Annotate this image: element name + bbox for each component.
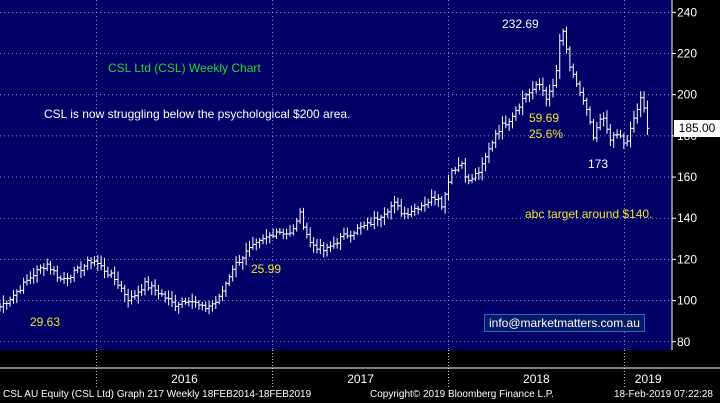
low-2019-label: 173 — [588, 157, 609, 171]
grid-lines — [0, 0, 672, 350]
low-2017-label: 25.99 — [251, 262, 282, 276]
y-tick-label: 220 — [677, 47, 697, 61]
footer-bar: CSL AU Equity (CSL Ltd) Graph 217 Weekly… — [0, 387, 720, 403]
weekly-bar — [645, 100, 650, 135]
candle-series — [0, 26, 650, 315]
target-label: abc target around $140. — [525, 207, 653, 221]
x-axis: 2016 2017 2018 2019 — [0, 350, 720, 387]
x-tick-label: 2017 — [347, 372, 374, 386]
y-tick-label: 80 — [677, 335, 691, 349]
y-tick-label: 100 — [677, 294, 697, 308]
y-tick-label: 140 — [677, 211, 697, 225]
last-price-badge: 185.00 — [674, 120, 720, 137]
chart-title: CSL Ltd (CSL) Weekly Chart — [108, 61, 261, 75]
x-tick-label: 2016 — [171, 372, 198, 386]
contact-email-box[interactable]: info@marketmatters.com.au — [484, 314, 645, 332]
x-tick-label: 2019 — [635, 372, 662, 386]
footer-copyright: Copyright© 2019 Bloomberg Finance L.P. — [370, 389, 554, 400]
y-axis: 80100120140160180200220240 — [671, 0, 697, 350]
y-tick-label: 200 — [677, 88, 697, 102]
chart-comment: CSL is now struggling below the psycholo… — [44, 107, 351, 121]
drop-amount-label: 59.69 — [529, 111, 560, 125]
footer-security-info: CSL AU Equity (CSL Ltd) Graph 217 Weekly… — [3, 389, 312, 400]
footer-timestamp: 18-Feb-2019 07:22:28 — [614, 389, 713, 400]
y-tick-label: 240 — [677, 5, 697, 19]
y-tick-label: 160 — [677, 170, 697, 184]
drop-pct-label: 25.6% — [529, 127, 564, 141]
y-tick-label: 120 — [677, 252, 697, 266]
peak-label: 232.69 — [502, 17, 539, 31]
plot-background — [0, 0, 672, 350]
low-2016-label: 29.63 — [30, 315, 61, 329]
x-tick-label: 2018 — [523, 372, 550, 386]
